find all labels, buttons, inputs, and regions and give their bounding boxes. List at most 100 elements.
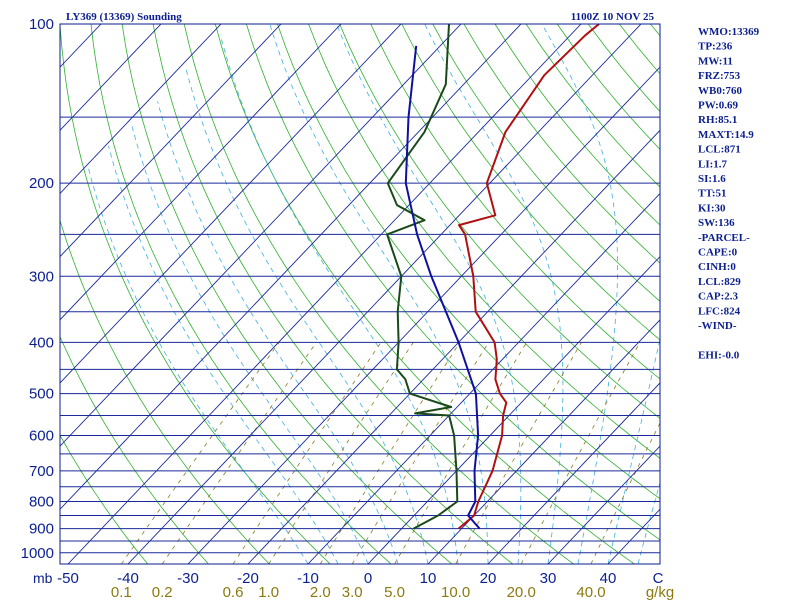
- isotherm: [60, 24, 402, 384]
- index-entry: RH:85.1: [698, 114, 737, 126]
- index-entry: -WIND-: [698, 320, 737, 332]
- mixing-ratio-line: [455, 342, 582, 564]
- temperature-tick-label: -30: [177, 570, 199, 587]
- pressure-unit-label: mb: [33, 570, 53, 586]
- index-entry: SI:1.6: [698, 173, 726, 185]
- chart-title: LY369 (13369) Sounding: [66, 11, 182, 23]
- index-entry: MW:11: [698, 55, 733, 67]
- index-entry: CINH:0: [698, 261, 736, 273]
- mixing-ratio-label: 3.0: [342, 584, 363, 600]
- dry-adiabat: [183, 24, 574, 564]
- dry-adiabat: [121, 24, 453, 564]
- index-entry: TP:236: [698, 41, 733, 53]
- mixing-ratio-label: 40.0: [576, 584, 605, 600]
- moist-adiabat: [637, 481, 660, 564]
- plot-frame: [59, 23, 661, 565]
- moist-adiabat: [424, 24, 564, 564]
- isotherm: [60, 24, 162, 131]
- index-entry: EHI:-0.0: [698, 349, 740, 361]
- dry-adiabat: [60, 24, 331, 564]
- isotherm: [547, 445, 660, 564]
- temperature-tick-label: -20: [237, 570, 259, 587]
- dry-adiabat: [339, 24, 660, 419]
- dry-adiabat: [60, 218, 270, 564]
- isotherm: [187, 66, 660, 564]
- dry-adiabat: [277, 24, 660, 500]
- moist-adiabat: [541, 24, 618, 564]
- index-entry: CAP:2.3: [698, 291, 739, 303]
- index-entry: KI:30: [698, 202, 726, 214]
- temperature-tick-label: 0: [364, 570, 372, 587]
- pressure-tick-label: 900: [29, 521, 54, 538]
- index-entry: LI:1.7: [698, 158, 728, 170]
- mixing-ratio-label: 20.0: [507, 584, 536, 600]
- pressure-tick-label: 600: [29, 428, 54, 445]
- mixing-ratio-line: [232, 342, 382, 564]
- dry-adiabat: [152, 24, 513, 564]
- isotherm: [60, 24, 342, 321]
- isotherm: [60, 24, 522, 510]
- temperature-tick-label: -50: [57, 570, 79, 587]
- temperature-tick-label: 40: [600, 570, 617, 587]
- mixing-ratio-label: 1.0: [258, 584, 279, 600]
- mixing-ratio-line: [351, 342, 490, 564]
- isotherm: [487, 382, 660, 564]
- isotherm: [67, 24, 582, 564]
- index-entry: LCL:871: [698, 144, 741, 156]
- mixing-ratio-line: [319, 342, 461, 564]
- index-entry: FRZ:753: [698, 70, 741, 82]
- isotherm: [367, 255, 660, 564]
- pressure-tick-label: 800: [29, 494, 54, 511]
- moist-adiabat: [220, 35, 459, 564]
- isotherm: [247, 129, 660, 564]
- pressure-tick-label: 100: [29, 16, 54, 33]
- dewpoint-trace: [386, 24, 459, 530]
- index-entry: LFC:824: [698, 305, 741, 317]
- isotherm: [60, 24, 282, 258]
- moist-adiabat: [336, 24, 522, 564]
- temperature-tick-label: 30: [540, 570, 557, 587]
- dry-adiabat: [370, 24, 660, 380]
- isotherm: [427, 319, 660, 564]
- index-entry: PW:0.69: [698, 100, 739, 112]
- index-entry: SW:136: [698, 217, 735, 229]
- mixing-ratio-line: [120, 342, 280, 564]
- pressure-tick-label: 500: [29, 386, 54, 403]
- dry-adiabat: [60, 335, 209, 564]
- isotherm: [60, 24, 462, 447]
- temperature-tick-label: 10: [420, 570, 437, 587]
- mixing-ratio-label: 0.6: [223, 584, 244, 600]
- pressure-tick-label: 200: [29, 175, 54, 192]
- mixing-ratio-line: [590, 422, 660, 564]
- pressure-tick-label: 300: [29, 268, 54, 285]
- chart-time: 1100Z 10 NOV 25: [571, 11, 655, 23]
- temperature-trace: [457, 24, 600, 530]
- mixing-ratio-line: [520, 342, 641, 564]
- dry-adiabat: [246, 24, 660, 541]
- temperature-tick-label: -10: [297, 570, 319, 587]
- index-entry: TT:51: [698, 188, 727, 200]
- pressure-tick-label: 400: [29, 334, 54, 351]
- index-entry: WMO:13369: [698, 26, 760, 38]
- mixing-ratio-label: 5.0: [384, 584, 405, 600]
- mixing-ratio-line: [394, 342, 528, 564]
- mixing-ratio-label: 0.1: [111, 584, 132, 600]
- dry-adiabat: [60, 434, 148, 564]
- mixing-ratio-line: [161, 342, 317, 564]
- moist-adiabat: [269, 24, 489, 564]
- dry-adiabat: [432, 24, 660, 302]
- temperature-unit-label: C: [653, 570, 664, 587]
- isotherm: [307, 192, 660, 564]
- index-entry: -PARCEL-: [698, 232, 750, 244]
- temperature-tick-label: 20: [480, 570, 497, 587]
- mixing-ratio-label: 2.0: [310, 584, 331, 600]
- temperature-tick-label: -40: [117, 570, 139, 587]
- mixing-ratio-label: 0.2: [152, 584, 173, 600]
- mixing-ratio-line: [268, 342, 414, 564]
- index-entry: CAPE:0: [698, 247, 738, 259]
- isotherm: [60, 24, 222, 195]
- moist-adiabat: [607, 336, 660, 564]
- pressure-tick-label: 1000: [21, 545, 54, 562]
